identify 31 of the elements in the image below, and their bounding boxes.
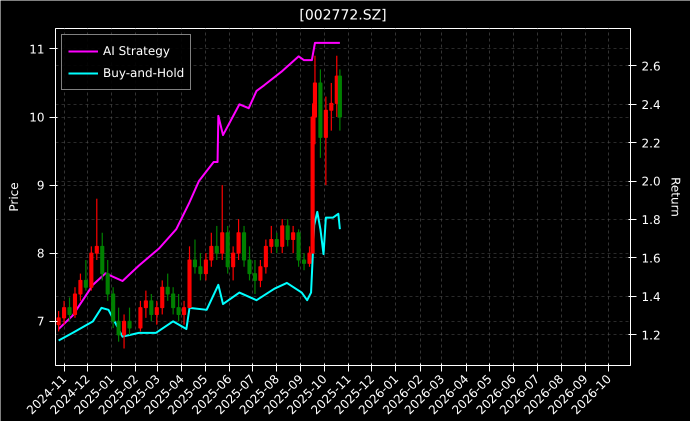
y2-axis-title: Return — [668, 177, 683, 217]
candlestick — [291, 225, 296, 254]
candlestick — [149, 293, 154, 322]
y2-tick-label: 1.8 — [642, 213, 661, 228]
y-tick-label: 7 — [36, 314, 45, 329]
legend-label: AI Strategy — [103, 44, 170, 58]
y-tick-label: 11 — [29, 42, 45, 56]
candlestick — [286, 218, 290, 247]
y2-tick-label: 2.2 — [642, 136, 661, 150]
y2-tick-label: 1.6 — [642, 251, 661, 266]
candlestick — [214, 225, 219, 261]
candlestick — [122, 314, 126, 350]
candlestick — [127, 307, 132, 336]
line-series — [58, 210, 341, 342]
y-tick-label: 8 — [36, 246, 45, 261]
y2-tick-label: 2.4 — [642, 98, 661, 112]
y2-tick-label: 2.0 — [642, 174, 661, 189]
line-series — [58, 42, 341, 330]
y2-tick-label: 1.2 — [642, 328, 661, 342]
candlestick — [280, 218, 284, 254]
y-axis-title: Price — [7, 182, 22, 212]
chart-title: [002772.SZ] — [299, 8, 387, 24]
candlestick — [84, 259, 88, 292]
legend-label: Buy-and-Hold — [103, 66, 184, 80]
y2-tick-label: 2.6 — [642, 59, 661, 74]
candlestick — [67, 296, 72, 322]
candlestick — [220, 184, 224, 261]
candlestick — [274, 232, 279, 254]
y2-tick-label: 1.4 — [642, 290, 661, 304]
y-tick-label: 9 — [36, 178, 45, 193]
y-tick-label: 10 — [29, 110, 45, 125]
